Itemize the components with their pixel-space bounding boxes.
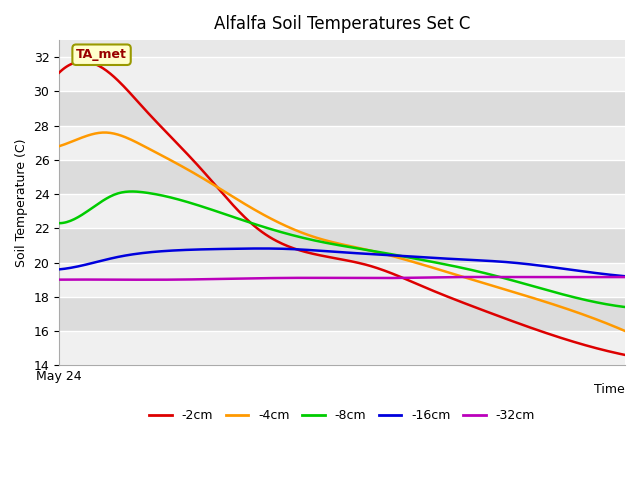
Bar xyxy=(59,297,625,331)
Bar xyxy=(59,57,625,91)
Bar xyxy=(59,194,625,228)
Bar xyxy=(59,91,625,126)
Bar xyxy=(59,160,625,194)
Bar xyxy=(59,228,625,263)
Y-axis label: Soil Temperature (C): Soil Temperature (C) xyxy=(15,138,28,267)
Bar xyxy=(59,126,625,160)
Legend: -2cm, -4cm, -8cm, -16cm, -32cm: -2cm, -4cm, -8cm, -16cm, -32cm xyxy=(144,404,540,427)
Text: Time: Time xyxy=(595,383,625,396)
Bar xyxy=(59,263,625,297)
Bar xyxy=(59,331,625,365)
Title: Alfalfa Soil Temperatures Set C: Alfalfa Soil Temperatures Set C xyxy=(214,15,470,33)
Text: TA_met: TA_met xyxy=(76,48,127,61)
